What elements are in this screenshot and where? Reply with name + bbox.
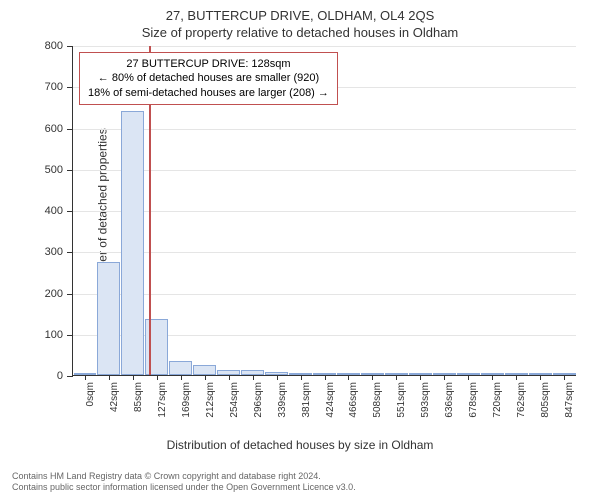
y-tick-label: 0 bbox=[57, 370, 63, 382]
x-tick-label: 0sqm bbox=[85, 382, 96, 406]
x-tick: 212sqm bbox=[193, 375, 217, 435]
x-tick: 42sqm bbox=[97, 375, 121, 435]
x-tick-label: 466sqm bbox=[348, 382, 359, 418]
y-tick bbox=[67, 294, 73, 295]
x-tick: 424sqm bbox=[313, 375, 337, 435]
x-tick-label: 508sqm bbox=[372, 382, 383, 418]
footer-line-2: Contains public sector information licen… bbox=[12, 482, 588, 494]
x-tick-mark bbox=[372, 375, 373, 380]
page-subtitle: Size of property relative to detached ho… bbox=[12, 25, 588, 40]
bar bbox=[97, 262, 120, 375]
x-tick-label: 720sqm bbox=[492, 382, 503, 418]
y-tick-label: 600 bbox=[45, 123, 63, 135]
y-tick bbox=[67, 335, 73, 336]
x-tick: 0sqm bbox=[73, 375, 97, 435]
page-title: 27, BUTTERCUP DRIVE, OLDHAM, OL4 2QS bbox=[12, 8, 588, 23]
annotation-line-3: 18% of semi-detached houses are larger (… bbox=[88, 86, 329, 100]
x-tick-mark bbox=[181, 375, 182, 380]
x-tick-label: 381sqm bbox=[301, 382, 312, 418]
bar bbox=[193, 365, 216, 375]
x-tick-label: 254sqm bbox=[229, 382, 240, 418]
chart-container: 27, BUTTERCUP DRIVE, OLDHAM, OL4 2QS Siz… bbox=[0, 0, 600, 500]
x-tick: 847sqm bbox=[552, 375, 576, 435]
x-tick-mark bbox=[205, 375, 206, 380]
x-tick-mark bbox=[564, 375, 565, 380]
x-tick: 296sqm bbox=[241, 375, 265, 435]
x-tick-label: 678sqm bbox=[468, 382, 479, 418]
x-tick: 339sqm bbox=[265, 375, 289, 435]
x-tick: 254sqm bbox=[217, 375, 241, 435]
x-tick-mark bbox=[420, 375, 421, 380]
x-tick-label: 339sqm bbox=[277, 382, 288, 418]
x-tick-mark bbox=[492, 375, 493, 380]
annotation-line-2: ← 80% of detached houses are smaller (92… bbox=[88, 71, 329, 85]
x-tick-mark bbox=[516, 375, 517, 380]
x-tick: 593sqm bbox=[408, 375, 432, 435]
y-tick-label: 800 bbox=[45, 40, 63, 52]
annotation-box: 27 BUTTERCUP DRIVE: 128sqm ← 80% of deta… bbox=[79, 52, 338, 105]
x-tick-label: 847sqm bbox=[564, 382, 575, 418]
y-tick bbox=[67, 211, 73, 212]
y-tick-label: 400 bbox=[45, 205, 63, 217]
x-tick-label: 424sqm bbox=[325, 382, 336, 418]
y-tick-label: 500 bbox=[45, 164, 63, 176]
x-tick-mark bbox=[540, 375, 541, 380]
x-tick-mark bbox=[301, 375, 302, 380]
y-tick bbox=[67, 46, 73, 47]
x-tick: 762sqm bbox=[504, 375, 528, 435]
x-tick: 551sqm bbox=[384, 375, 408, 435]
y-tick bbox=[67, 129, 73, 130]
x-tick-label: 805sqm bbox=[540, 382, 551, 418]
x-ticks: 0sqm 42sqm 85sqm 127sqm 169sqm 212sqm 254sqm 29… bbox=[73, 375, 576, 435]
x-tick: 805sqm bbox=[528, 375, 552, 435]
x-tick: 508sqm bbox=[360, 375, 384, 435]
x-tick-mark bbox=[468, 375, 469, 380]
x-tick: 678sqm bbox=[456, 375, 480, 435]
y-tick bbox=[67, 170, 73, 171]
chart-area: Number of detached properties 27 BUTTERC… bbox=[72, 46, 576, 376]
x-tick: 466sqm bbox=[336, 375, 360, 435]
x-tick: 85sqm bbox=[121, 375, 145, 435]
x-tick-mark bbox=[253, 375, 254, 380]
x-tick-mark bbox=[133, 375, 134, 380]
plot-region: 27 BUTTERCUP DRIVE: 128sqm ← 80% of deta… bbox=[72, 46, 576, 376]
x-tick-mark bbox=[444, 375, 445, 380]
x-tick-mark bbox=[85, 375, 86, 380]
annotation-line-1: 27 BUTTERCUP DRIVE: 128sqm bbox=[88, 57, 329, 71]
x-tick-label: 296sqm bbox=[253, 382, 264, 418]
x-tick: 636sqm bbox=[432, 375, 456, 435]
x-tick-label: 85sqm bbox=[133, 382, 144, 412]
x-tick-mark bbox=[229, 375, 230, 380]
y-tick-label: 200 bbox=[45, 288, 63, 300]
x-tick-label: 212sqm bbox=[205, 382, 216, 418]
y-tick bbox=[67, 87, 73, 88]
x-tick: 381sqm bbox=[289, 375, 313, 435]
x-tick-label: 762sqm bbox=[516, 382, 527, 418]
footer: Contains HM Land Registry data © Crown c… bbox=[12, 471, 588, 494]
x-tick-mark bbox=[348, 375, 349, 380]
x-tick: 720sqm bbox=[480, 375, 504, 435]
x-axis-label: Distribution of detached houses by size … bbox=[12, 438, 588, 452]
footer-line-1: Contains HM Land Registry data © Crown c… bbox=[12, 471, 588, 483]
x-tick: 127sqm bbox=[145, 375, 169, 435]
x-tick-mark bbox=[325, 375, 326, 380]
x-tick-mark bbox=[109, 375, 110, 380]
x-tick-label: 551sqm bbox=[396, 382, 407, 418]
bar bbox=[121, 111, 144, 375]
x-tick-mark bbox=[396, 375, 397, 380]
y-tick bbox=[67, 252, 73, 253]
x-tick-label: 42sqm bbox=[109, 382, 120, 412]
x-tick-label: 636sqm bbox=[444, 382, 455, 418]
bar bbox=[169, 361, 192, 375]
x-tick-label: 593sqm bbox=[420, 382, 431, 418]
x-tick-mark bbox=[157, 375, 158, 380]
y-tick-label: 300 bbox=[45, 246, 63, 258]
y-tick-label: 100 bbox=[45, 329, 63, 341]
x-tick-mark bbox=[277, 375, 278, 380]
x-tick: 169sqm bbox=[169, 375, 193, 435]
x-tick-label: 169sqm bbox=[181, 382, 192, 418]
x-tick-label: 127sqm bbox=[157, 382, 168, 418]
y-tick-label: 700 bbox=[45, 81, 63, 93]
